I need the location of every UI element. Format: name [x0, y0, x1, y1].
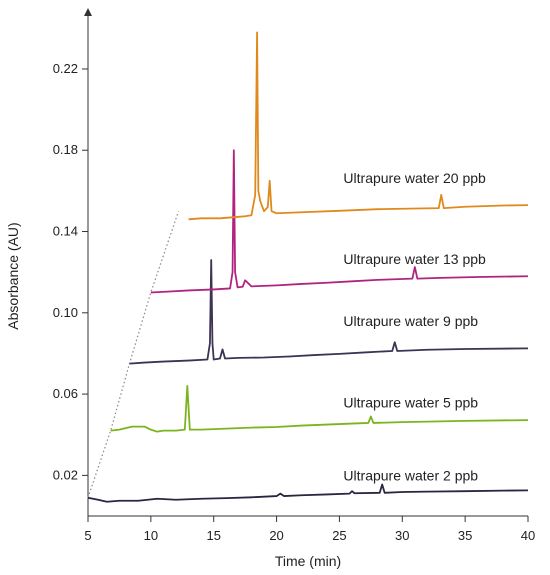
y-tick-label: 0.22: [53, 61, 78, 76]
series-line-2: [110, 385, 529, 433]
x-tick-label: 35: [458, 528, 472, 543]
series-line-1: [87, 483, 529, 503]
onset-dotted-line: [87, 211, 180, 498]
series-label-2: Ultrapure water 13 ppb: [343, 251, 486, 267]
onset-trace-group: [87, 211, 180, 498]
x-tick-label: 30: [395, 528, 409, 543]
y-axis-arrow-icon: [84, 8, 92, 16]
y-tick-label: 0.18: [53, 142, 78, 157]
x-tick-label: 20: [269, 528, 283, 543]
series-label-1: Ultrapure water 20 ppb: [343, 170, 486, 186]
y-tick-label: 0.14: [53, 224, 78, 239]
series-label-5: Ultrapure water 2 ppb: [343, 467, 478, 483]
x-tick-label: 25: [332, 528, 346, 543]
axes: [84, 8, 528, 517]
series-group: [87, 31, 529, 503]
y-tick-label: 0.06: [53, 386, 78, 401]
x-tick-label: 15: [206, 528, 220, 543]
annotations-group: Ultrapure water 20 ppb Ultrapure water 13…: [343, 170, 486, 484]
x-axis-ticks: 5 10 15 20 25 30 35 40: [84, 516, 535, 543]
series-line-3: [129, 259, 529, 365]
series-line-5: [188, 31, 529, 221]
x-tick-label: 40: [521, 528, 535, 543]
x-tick-label: 5: [84, 528, 91, 543]
series-label-3: Ultrapure water 9 ppb: [343, 313, 478, 329]
y-axis-title: Absorbance (AU): [5, 222, 21, 329]
y-tick-label: 0.10: [53, 305, 78, 320]
y-tick-label: 0.02: [53, 467, 78, 482]
series-label-4: Ultrapure water 5 ppb: [343, 394, 478, 410]
series-line-4: [150, 149, 529, 294]
x-axis-title: Time (min): [275, 553, 341, 569]
x-tick-label: 10: [144, 528, 158, 543]
y-axis-ticks: 0.02 0.06 0.10 0.14 0.18 0.22: [53, 61, 88, 482]
